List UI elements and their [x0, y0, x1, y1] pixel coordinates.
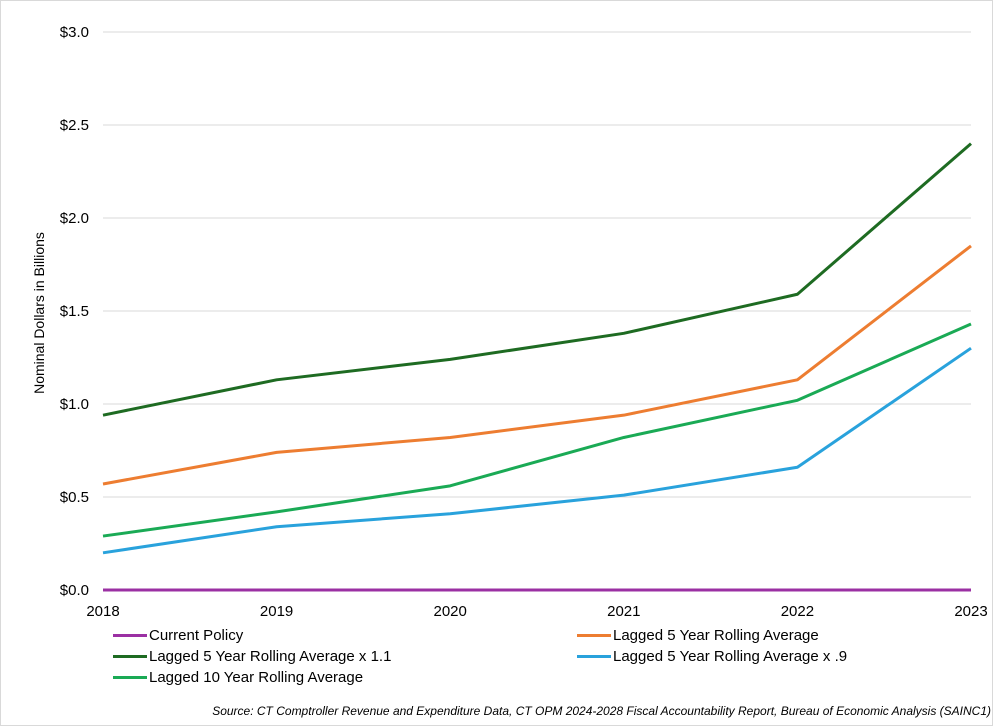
- y-tick-label: $0.5: [60, 489, 89, 506]
- x-tick-label: 2018: [86, 603, 119, 620]
- series-line-1: [102, 244, 972, 486]
- legend-label: Lagged 5 Year Rolling Average x 1.1: [149, 647, 392, 665]
- x-tick-label: 2022: [781, 603, 814, 620]
- y-tick-label: $2.0: [60, 210, 89, 227]
- y-tick-label: $1.5: [60, 303, 89, 320]
- legend-item-current-policy: Current Policy: [113, 625, 243, 645]
- series-line-4: [102, 322, 972, 538]
- x-tick-label: 2023: [954, 603, 987, 620]
- legend-label: Lagged 10 Year Rolling Average: [149, 668, 364, 686]
- legend-item-lagged-10yr: Lagged 10 Year Rolling Average: [113, 667, 363, 687]
- legend-label: Current Policy: [149, 626, 244, 644]
- legend-item-lagged-5yr: Lagged 5 Year Rolling Average: [577, 625, 819, 645]
- legend-swatch: [113, 633, 147, 637]
- series-lines: [102, 142, 972, 592]
- y-axis-ticks: $0.0 $0.5 $1.0 $1.5 $2.0 $2.5 $3.0: [60, 24, 89, 599]
- legend-swatch: [577, 654, 611, 658]
- series-line-2: [102, 142, 972, 417]
- x-tick-label: 2020: [434, 603, 467, 620]
- legend-item-lagged-5yr-x0.9: Lagged 5 Year Rolling Average x .9: [577, 646, 847, 666]
- x-tick-label: 2021: [607, 603, 640, 620]
- legend-item-lagged-5yr-x1.1: Lagged 5 Year Rolling Average x 1.1: [113, 646, 391, 666]
- legend-swatch: [577, 633, 611, 637]
- legend: Current Policy Lagged 5 Year Rolling Ave…: [113, 625, 973, 689]
- legend-label: Lagged 5 Year Rolling Average x .9: [613, 647, 848, 665]
- x-axis-ticks: 2018 2019 2020 2021 2022 2023: [86, 603, 987, 620]
- y-tick-label: $1.0: [60, 396, 89, 413]
- y-tick-label: $0.0: [60, 582, 89, 599]
- legend-swatch: [113, 654, 147, 658]
- y-axis-label: Nominal Dollars in Billions: [31, 232, 47, 394]
- legend-label: Lagged 5 Year Rolling Average: [613, 626, 819, 644]
- gridlines: [103, 31, 971, 591]
- series-line-3: [102, 346, 972, 555]
- y-tick-label: $2.5: [60, 117, 89, 134]
- source-note: Source: CT Comptroller Revenue and Expen…: [212, 704, 991, 718]
- y-tick-label: $3.0: [60, 24, 89, 41]
- x-tick-label: 2019: [260, 603, 293, 620]
- legend-swatch: [113, 675, 147, 679]
